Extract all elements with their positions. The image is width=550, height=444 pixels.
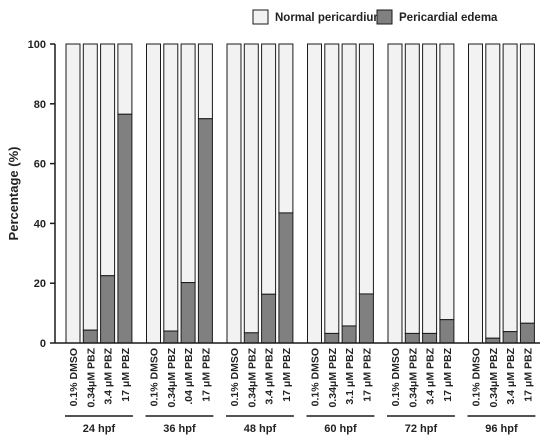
bar-pericardial-edema [163, 330, 179, 344]
bar-normal-pericardium [82, 43, 98, 331]
category-label: 17 μM PBZ [442, 347, 454, 401]
bar-pericardial-edema [358, 293, 374, 344]
category-label: 0.34μM PBZ [85, 347, 97, 407]
bar-pericardial-edema [439, 319, 455, 344]
bar-pericardial-edema [82, 329, 98, 344]
category-label: 17 μM PBZ [522, 347, 534, 401]
bar-normal-pericardium [358, 43, 374, 295]
bar-normal-pericardium [439, 43, 455, 321]
bars [65, 43, 535, 344]
y-tick-label: 0 [40, 338, 46, 350]
bar-pericardial-edema [100, 275, 116, 344]
group-label: 60 hpf [324, 423, 357, 435]
category-label: 17 μM PBZ [120, 347, 132, 401]
group-label: 96 hpf [485, 423, 518, 435]
bar-normal-pericardium [197, 43, 213, 120]
bar-pericardial-edema [278, 212, 294, 344]
category-label: 0.1% DMSO [310, 348, 322, 406]
bar-pericardial-edema [197, 118, 213, 344]
category-label: 3.4 μM PBZ [425, 347, 437, 404]
y-axis-label: Percentage (%) [6, 147, 21, 241]
bar-pericardial-edema [341, 325, 357, 344]
legend-entry: Normal pericardium [275, 12, 384, 24]
category-label: 0.34μM PBZ [327, 347, 339, 407]
bar-normal-pericardium [65, 43, 81, 344]
group-label: 48 hpf [244, 423, 277, 435]
bar-normal-pericardium [468, 43, 483, 344]
category-label: 17 μM PBZ [200, 347, 212, 401]
bar-pericardial-edema [502, 331, 518, 344]
category-label: 17 μM PBZ [281, 347, 293, 401]
y-tick-label: 40 [34, 218, 46, 230]
category-label: 3.1 μM PBZ [344, 347, 356, 404]
x-axis: 0.1% DMSO 0.34μM PBZ 3.4 μM PBZ 17 μM PBZ 24… [55, 342, 540, 435]
bar-normal-pericardium [387, 43, 403, 344]
category-label: 3.4 μM PBZ [103, 347, 115, 404]
bar-pericardial-edema [180, 282, 196, 344]
category-label: .04 μM PBZ [183, 347, 195, 404]
y-axis: 0 20 40 60 80 100 [28, 39, 56, 350]
y-tick-label: 100 [28, 39, 46, 51]
bar-normal-pericardium [278, 43, 294, 214]
bar-pericardial-edema [404, 332, 420, 344]
category-label: 17 μM PBZ [361, 347, 373, 401]
category-label: 3.4 μM PBZ [505, 347, 517, 404]
bar-normal-pericardium [163, 43, 179, 332]
bar-normal-pericardium [485, 43, 501, 339]
bar-normal-pericardium [341, 43, 357, 327]
legend-swatch [252, 9, 269, 25]
bar-pericardial-edema [243, 332, 259, 344]
group-label: 36 hpf [163, 423, 196, 435]
group-label: 72 hpf [405, 423, 438, 435]
category-label: 0.1% DMSO [471, 348, 483, 406]
bar-pericardial-edema [422, 332, 438, 344]
bar-normal-pericardium [502, 43, 518, 333]
category-label: 0.1% DMSO [68, 348, 80, 406]
bar-normal-pericardium [117, 43, 133, 115]
category-label: 0.34μM PBZ [407, 347, 419, 407]
bar-normal-pericardium [324, 43, 340, 334]
y-tick-label: 20 [34, 278, 46, 290]
group-label: 24 hpf [83, 423, 116, 435]
bar-pericardial-edema [261, 293, 277, 344]
category-label: 0.1% DMSO [229, 348, 241, 406]
category-label: 0.34μM PBZ [246, 347, 258, 407]
bar-normal-pericardium [307, 43, 322, 344]
bar-normal-pericardium [146, 43, 161, 344]
bar-pericardial-edema [324, 332, 340, 344]
bar-normal-pericardium [100, 43, 116, 277]
category-label: 3.4 μM PBZ [264, 347, 276, 404]
bar-normal-pericardium [519, 43, 535, 324]
category-label: 0.1% DMSO [149, 348, 161, 406]
bar-normal-pericardium [180, 43, 196, 284]
legend: Normal pericardium Pericardial edema [252, 9, 498, 25]
bar-pericardial-edema [117, 113, 133, 344]
legend-swatch [376, 9, 393, 25]
bar-normal-pericardium [226, 43, 242, 344]
legend-entry: Pericardial edema [399, 12, 498, 24]
y-tick-label: 60 [34, 159, 46, 171]
category-label: 0.1% DMSO [390, 348, 402, 406]
bar-pericardial-edema [519, 322, 535, 344]
y-tick-label: 80 [34, 99, 46, 111]
category-label: 0.34μM PBZ [488, 347, 500, 407]
bar-normal-pericardium [422, 43, 438, 334]
category-label: 0.34μM PBZ [166, 347, 178, 407]
bar-normal-pericardium [404, 43, 420, 334]
bar-normal-pericardium [243, 43, 259, 334]
bar-normal-pericardium [261, 43, 277, 295]
